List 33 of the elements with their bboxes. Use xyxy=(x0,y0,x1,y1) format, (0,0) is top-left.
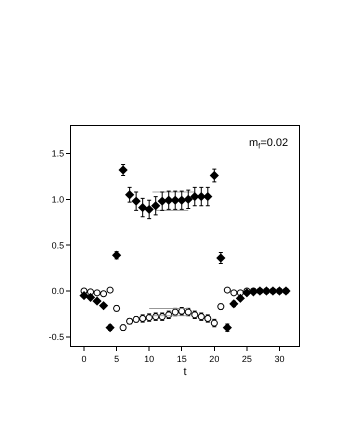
x-tick-label: 15 xyxy=(176,354,187,364)
point xyxy=(230,289,238,296)
x-tick-label: 10 xyxy=(144,354,154,364)
point xyxy=(184,194,193,204)
point xyxy=(224,286,231,294)
point xyxy=(106,286,114,294)
y-tick-label: 1.5 xyxy=(52,148,64,159)
annotation: m$_{f}$=0.02 xyxy=(249,137,288,150)
point xyxy=(132,196,141,206)
point xyxy=(236,294,245,303)
y-tick-label: 0.0 xyxy=(52,286,64,296)
y-tick-label: 0.5 xyxy=(52,240,64,250)
x-tick-label: 25 xyxy=(242,354,252,364)
point xyxy=(125,190,134,200)
x-tick-label: 20 xyxy=(209,354,220,364)
point xyxy=(210,171,219,180)
point xyxy=(80,291,88,300)
point xyxy=(151,201,160,210)
point xyxy=(100,290,108,298)
point xyxy=(99,301,108,310)
point xyxy=(138,203,148,212)
y-tick-label: 1.0 xyxy=(52,194,64,204)
point xyxy=(158,196,167,206)
y-tick-label: -0.5 xyxy=(48,332,64,342)
x-axis-title: t xyxy=(183,366,187,378)
point xyxy=(86,293,95,302)
point xyxy=(94,289,101,296)
point xyxy=(92,296,102,306)
point xyxy=(242,288,252,298)
x-tick-label: 5 xyxy=(114,354,120,364)
x-tick-label: 30 xyxy=(274,354,284,364)
x-tick-label: 0 xyxy=(82,354,87,364)
point xyxy=(144,205,154,214)
